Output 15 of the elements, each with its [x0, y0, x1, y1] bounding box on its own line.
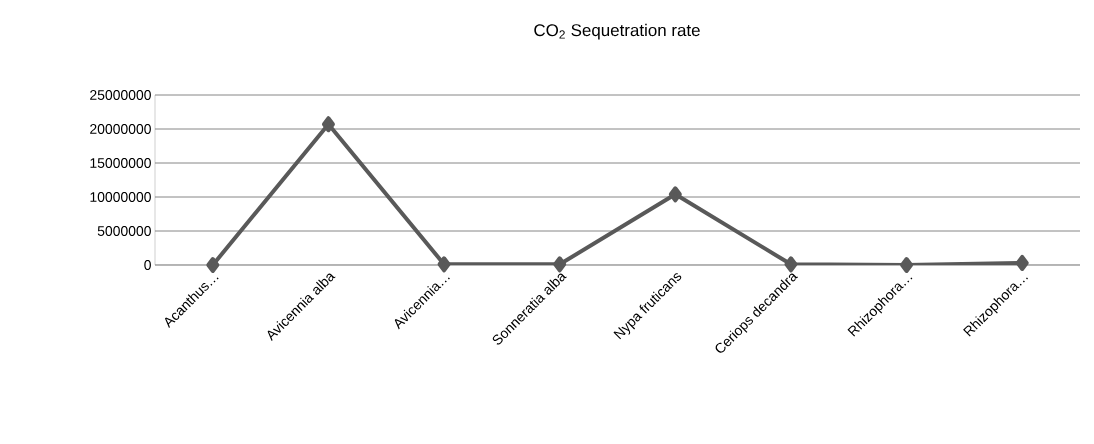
- point: [437, 256, 451, 273]
- point: [321, 116, 335, 133]
- chart-title: CO$_{2}$ Sequetration rate: [534, 23, 700, 40]
- point: [1015, 254, 1029, 271]
- point: [784, 256, 798, 273]
- point: [206, 257, 220, 273]
- y-tick-label: 15000000: [90, 158, 151, 168]
- point: [668, 186, 682, 203]
- y-tick-label: 0: [144, 260, 151, 270]
- y-tick-label: 20000000: [90, 124, 151, 134]
- y-tick-label: 10000000: [90, 192, 151, 202]
- y-tick-label: 5000000: [97, 226, 151, 236]
- y-tick-label: 25000000: [90, 90, 151, 100]
- point: [553, 256, 567, 273]
- point: [900, 257, 914, 273]
